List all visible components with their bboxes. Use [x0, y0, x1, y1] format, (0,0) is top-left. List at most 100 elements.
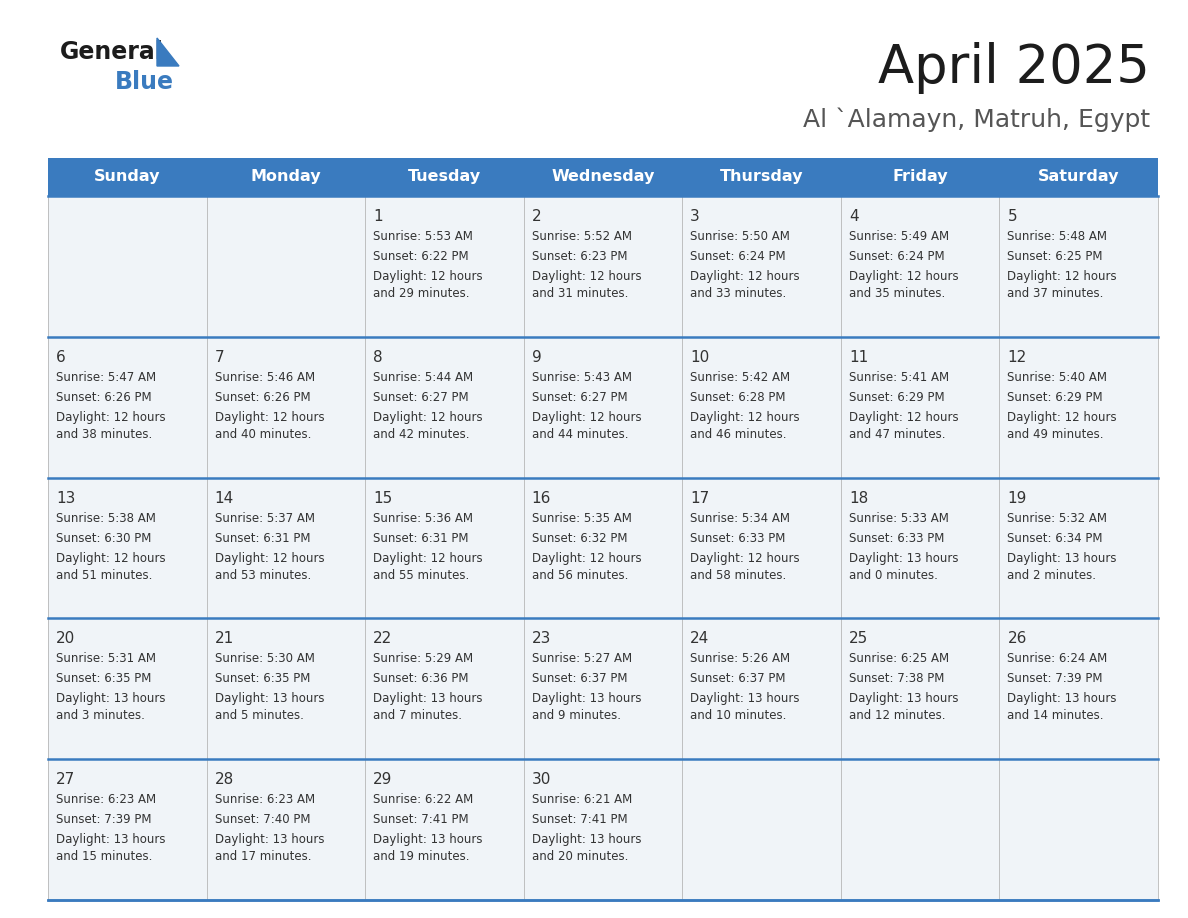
- Text: 16: 16: [532, 490, 551, 506]
- Text: Sunset: 6:25 PM: Sunset: 6:25 PM: [1007, 250, 1102, 263]
- Text: 14: 14: [215, 490, 234, 506]
- Text: Sunrise: 6:23 AM: Sunrise: 6:23 AM: [56, 793, 156, 806]
- Text: Daylight: 13 hours
and 0 minutes.: Daylight: 13 hours and 0 minutes.: [849, 552, 959, 582]
- Text: 25: 25: [849, 632, 868, 646]
- Text: 22: 22: [373, 632, 392, 646]
- Bar: [999, 619, 1158, 759]
- Text: 29: 29: [373, 772, 392, 788]
- Text: Daylight: 13 hours
and 15 minutes.: Daylight: 13 hours and 15 minutes.: [56, 834, 165, 863]
- Text: Daylight: 12 hours
and 33 minutes.: Daylight: 12 hours and 33 minutes.: [690, 270, 800, 300]
- Text: Sunrise: 5:37 AM: Sunrise: 5:37 AM: [215, 511, 315, 524]
- Text: Sunrise: 5:33 AM: Sunrise: 5:33 AM: [849, 511, 949, 524]
- Text: Sunrise: 5:42 AM: Sunrise: 5:42 AM: [690, 371, 790, 384]
- Text: Sunrise: 5:49 AM: Sunrise: 5:49 AM: [849, 230, 949, 243]
- Text: Sunrise: 5:43 AM: Sunrise: 5:43 AM: [532, 371, 632, 384]
- Text: Sunrise: 5:35 AM: Sunrise: 5:35 AM: [532, 511, 632, 524]
- Text: 30: 30: [532, 772, 551, 788]
- Text: Sunset: 7:41 PM: Sunset: 7:41 PM: [373, 813, 469, 826]
- Bar: [682, 196, 841, 337]
- Text: Daylight: 13 hours
and 17 minutes.: Daylight: 13 hours and 17 minutes.: [215, 834, 324, 863]
- Text: April 2025: April 2025: [878, 42, 1150, 94]
- Text: 15: 15: [373, 490, 392, 506]
- Bar: [524, 196, 682, 337]
- Text: Sunset: 6:30 PM: Sunset: 6:30 PM: [56, 532, 151, 544]
- Bar: [524, 619, 682, 759]
- Bar: [999, 196, 1158, 337]
- Text: 12: 12: [1007, 350, 1026, 364]
- Text: Sunset: 6:28 PM: Sunset: 6:28 PM: [690, 391, 785, 404]
- Text: 24: 24: [690, 632, 709, 646]
- Text: Sunset: 6:31 PM: Sunset: 6:31 PM: [373, 532, 468, 544]
- Bar: [682, 477, 841, 619]
- Text: 5: 5: [1007, 209, 1017, 224]
- Text: Daylight: 13 hours
and 12 minutes.: Daylight: 13 hours and 12 minutes.: [849, 692, 959, 722]
- Bar: [841, 477, 999, 619]
- Text: Sunset: 7:39 PM: Sunset: 7:39 PM: [56, 813, 152, 826]
- Text: Sunrise: 6:25 AM: Sunrise: 6:25 AM: [849, 653, 949, 666]
- Polygon shape: [157, 38, 179, 66]
- Text: Blue: Blue: [115, 70, 173, 94]
- Text: 17: 17: [690, 490, 709, 506]
- Text: Sunrise: 5:32 AM: Sunrise: 5:32 AM: [1007, 511, 1107, 524]
- Text: Sunrise: 5:48 AM: Sunrise: 5:48 AM: [1007, 230, 1107, 243]
- Text: Sunrise: 6:23 AM: Sunrise: 6:23 AM: [215, 793, 315, 806]
- Text: Saturday: Saturday: [1038, 170, 1119, 185]
- Text: Sunrise: 6:24 AM: Sunrise: 6:24 AM: [1007, 653, 1107, 666]
- Bar: [48, 477, 207, 619]
- Text: Sunset: 6:33 PM: Sunset: 6:33 PM: [849, 532, 944, 544]
- Text: 21: 21: [215, 632, 234, 646]
- Text: Wednesday: Wednesday: [551, 170, 655, 185]
- Bar: [48, 619, 207, 759]
- Text: Sunrise: 5:41 AM: Sunrise: 5:41 AM: [849, 371, 949, 384]
- Text: Sunrise: 5:36 AM: Sunrise: 5:36 AM: [373, 511, 473, 524]
- Text: Daylight: 13 hours
and 7 minutes.: Daylight: 13 hours and 7 minutes.: [373, 692, 482, 722]
- Text: Tuesday: Tuesday: [407, 170, 481, 185]
- Text: Sunrise: 5:40 AM: Sunrise: 5:40 AM: [1007, 371, 1107, 384]
- Text: 4: 4: [849, 209, 859, 224]
- Bar: [841, 337, 999, 477]
- Bar: [207, 619, 365, 759]
- Bar: [207, 196, 365, 337]
- Text: Sunrise: 5:50 AM: Sunrise: 5:50 AM: [690, 230, 790, 243]
- Text: 7: 7: [215, 350, 225, 364]
- Text: Sunset: 6:27 PM: Sunset: 6:27 PM: [373, 391, 469, 404]
- Text: Sunset: 6:33 PM: Sunset: 6:33 PM: [690, 532, 785, 544]
- Text: Sunset: 6:24 PM: Sunset: 6:24 PM: [690, 250, 786, 263]
- Text: Sunrise: 5:46 AM: Sunrise: 5:46 AM: [215, 371, 315, 384]
- Text: Sunset: 6:34 PM: Sunset: 6:34 PM: [1007, 532, 1102, 544]
- Bar: [841, 759, 999, 900]
- Bar: [365, 196, 524, 337]
- Text: Sunset: 7:39 PM: Sunset: 7:39 PM: [1007, 672, 1102, 686]
- Text: Daylight: 13 hours
and 19 minutes.: Daylight: 13 hours and 19 minutes.: [373, 834, 482, 863]
- Bar: [682, 619, 841, 759]
- Bar: [682, 759, 841, 900]
- Text: 13: 13: [56, 490, 75, 506]
- Text: Daylight: 12 hours
and 31 minutes.: Daylight: 12 hours and 31 minutes.: [532, 270, 642, 300]
- Text: 6: 6: [56, 350, 65, 364]
- Bar: [524, 759, 682, 900]
- Bar: [524, 337, 682, 477]
- Text: Sunrise: 5:44 AM: Sunrise: 5:44 AM: [373, 371, 473, 384]
- Text: Daylight: 12 hours
and 38 minutes.: Daylight: 12 hours and 38 minutes.: [56, 410, 165, 441]
- Text: Daylight: 12 hours
and 58 minutes.: Daylight: 12 hours and 58 minutes.: [690, 552, 800, 582]
- Text: Sunset: 6:35 PM: Sunset: 6:35 PM: [215, 672, 310, 686]
- Text: Daylight: 12 hours
and 51 minutes.: Daylight: 12 hours and 51 minutes.: [56, 552, 165, 582]
- Text: Sunrise: 5:27 AM: Sunrise: 5:27 AM: [532, 653, 632, 666]
- Text: Sunset: 6:37 PM: Sunset: 6:37 PM: [532, 672, 627, 686]
- Text: Sunset: 6:22 PM: Sunset: 6:22 PM: [373, 250, 469, 263]
- Bar: [365, 619, 524, 759]
- Text: Daylight: 12 hours
and 46 minutes.: Daylight: 12 hours and 46 minutes.: [690, 410, 800, 441]
- Text: Sunset: 6:35 PM: Sunset: 6:35 PM: [56, 672, 151, 686]
- Text: Daylight: 13 hours
and 10 minutes.: Daylight: 13 hours and 10 minutes.: [690, 692, 800, 722]
- Text: Sunrise: 6:22 AM: Sunrise: 6:22 AM: [373, 793, 473, 806]
- Text: 10: 10: [690, 350, 709, 364]
- Text: Daylight: 12 hours
and 44 minutes.: Daylight: 12 hours and 44 minutes.: [532, 410, 642, 441]
- Text: 8: 8: [373, 350, 383, 364]
- Text: 28: 28: [215, 772, 234, 788]
- Text: 3: 3: [690, 209, 700, 224]
- Text: Daylight: 12 hours
and 42 minutes.: Daylight: 12 hours and 42 minutes.: [373, 410, 482, 441]
- Bar: [48, 759, 207, 900]
- Text: Daylight: 12 hours
and 53 minutes.: Daylight: 12 hours and 53 minutes.: [215, 552, 324, 582]
- Text: Daylight: 13 hours
and 2 minutes.: Daylight: 13 hours and 2 minutes.: [1007, 552, 1117, 582]
- Bar: [207, 477, 365, 619]
